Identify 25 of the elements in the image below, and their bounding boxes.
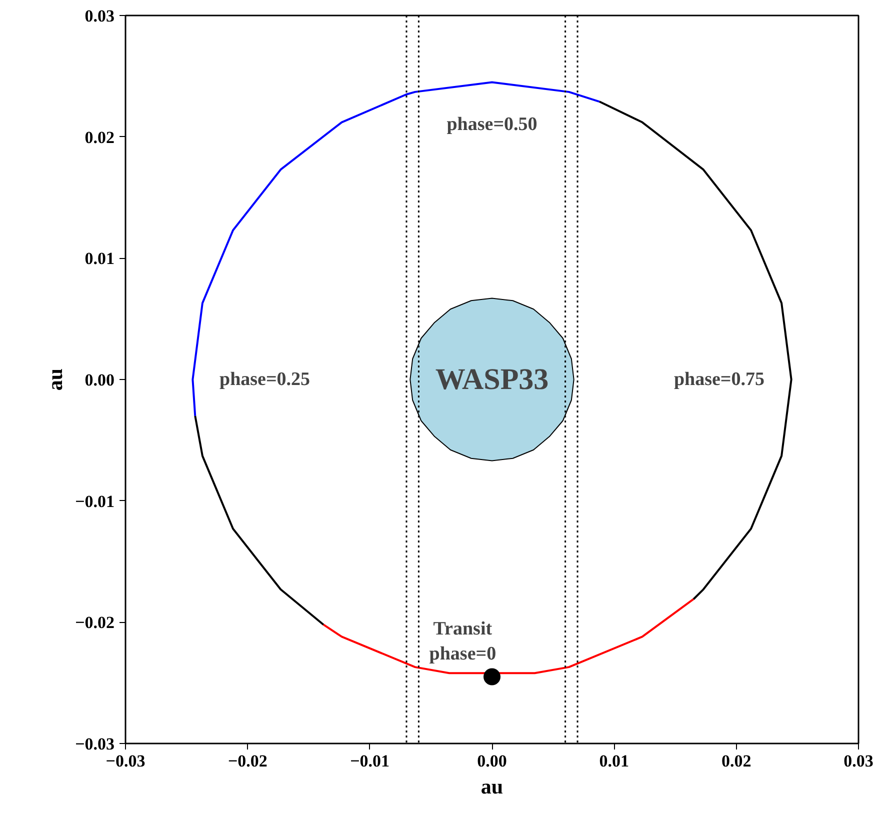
annotation: phase=0.25 xyxy=(220,369,310,390)
x-tick-label: 0.03 xyxy=(844,752,874,770)
y-tick-label: −0.02 xyxy=(75,613,114,632)
x-tick-label: −0.02 xyxy=(228,752,268,770)
line-series xyxy=(322,598,695,674)
annotation: phase=0.75 xyxy=(674,369,765,390)
x-axis-title: au xyxy=(480,774,504,798)
annotation: Transit phase=0 xyxy=(429,618,496,665)
y-tick-label: 0.02 xyxy=(84,128,114,147)
line-series xyxy=(192,81,601,417)
x-tick-label: −0.03 xyxy=(106,752,146,770)
y-axis-title: au xyxy=(43,368,68,391)
y-tick-label: −0.03 xyxy=(75,734,114,754)
y-tick-label: 0.01 xyxy=(84,249,114,268)
line-series xyxy=(194,414,324,626)
y-tick-label: 0.00 xyxy=(84,370,114,390)
y-tick-label: −0.01 xyxy=(75,492,114,511)
line-series xyxy=(598,100,792,600)
y-tick-label: 0.03 xyxy=(84,6,114,26)
series-label: WASP33 xyxy=(435,363,549,396)
x-tick-label: 0.02 xyxy=(721,752,752,770)
x-tick-label: 0.00 xyxy=(477,752,507,770)
annotation: phase=0.50 xyxy=(446,114,538,136)
x-tick-label: 0.01 xyxy=(599,752,630,770)
x-tick-label: −0.01 xyxy=(350,752,390,770)
